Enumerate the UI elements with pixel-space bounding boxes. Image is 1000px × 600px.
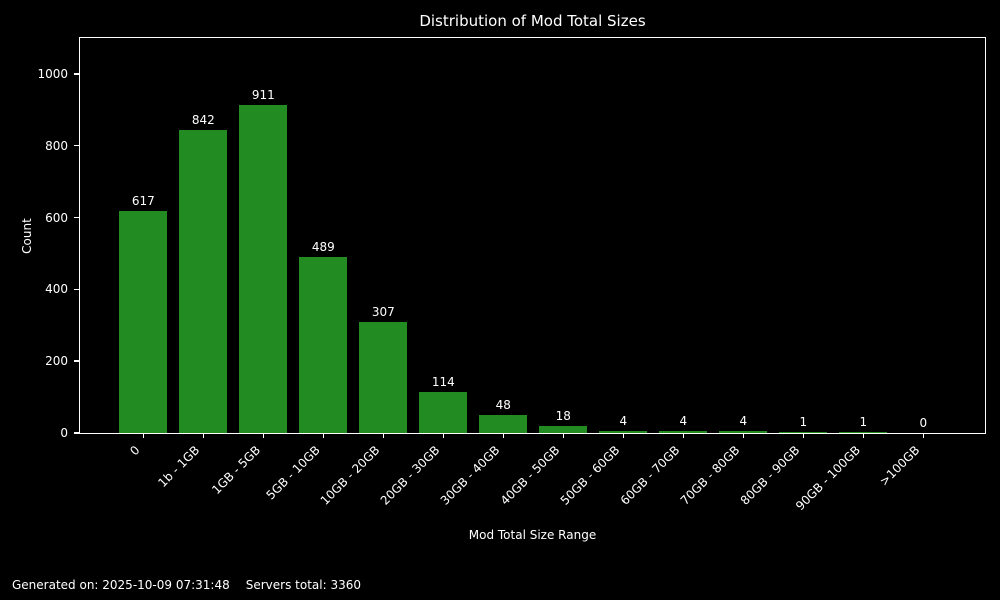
x-tick	[922, 433, 925, 438]
bar-value-label: 114	[431, 374, 455, 389]
bar	[718, 431, 767, 433]
bar-value-label: 48	[495, 398, 511, 413]
x-tick-label: 50GB - 60GB	[557, 443, 623, 508]
x-tick-label: 60GB - 70GB	[617, 443, 683, 508]
x-tick	[682, 433, 685, 438]
y-tick	[73, 432, 79, 434]
x-tick-label: 1b - 1GB	[155, 443, 203, 490]
chart-title: Distribution of Mod Total Sizes	[419, 12, 646, 30]
bar	[658, 431, 707, 433]
x-tick	[322, 433, 325, 438]
x-tick	[802, 433, 805, 438]
plot-area	[78, 36, 986, 434]
x-tick	[202, 433, 205, 438]
bar-value-label: 307	[371, 305, 395, 320]
bar-value-label: 0	[919, 415, 928, 430]
x-tick	[382, 433, 385, 438]
y-tick-label: 200	[45, 354, 68, 369]
y-tick	[73, 216, 79, 219]
x-tick	[262, 433, 265, 438]
x-tick	[142, 433, 145, 438]
x-tick	[502, 433, 505, 438]
x-tick-label: 20GB - 30GB	[377, 443, 443, 508]
x-tick	[622, 433, 625, 438]
bar-value-label: 911	[251, 88, 275, 103]
x-tick	[562, 433, 565, 438]
x-tick-label: >100GB	[877, 443, 923, 489]
x-tick-label: 70GB - 80GB	[677, 443, 743, 508]
x-tick-label: 5GB - 10GB	[263, 443, 323, 503]
footer: Generated on: 2025-10-09 07:31:48 Servers…	[12, 578, 377, 593]
generated-timestamp: Generated on: 2025-10-09 07:31:48	[12, 578, 230, 592]
x-tick-label: 90GB - 100GB	[792, 443, 863, 514]
bar	[418, 391, 467, 433]
y-tick	[73, 144, 79, 147]
bar-value-label: 617	[131, 193, 155, 208]
servers-total: Servers total: 3360	[245, 578, 361, 592]
bar	[598, 431, 647, 433]
x-axis-label: Mod Total Size Range	[468, 528, 597, 542]
bar	[238, 105, 287, 433]
bar	[178, 130, 227, 433]
bar-value-label: 842	[191, 113, 215, 128]
y-tick-label: 600	[45, 210, 68, 225]
y-tick-label: 1000	[37, 66, 68, 81]
y-tick-label: 800	[45, 138, 68, 153]
bar	[358, 322, 407, 433]
bar-value-label: 18	[555, 409, 571, 424]
bar-value-label: 1	[859, 415, 868, 430]
y-tick	[73, 73, 79, 75]
x-tick-label: 30GB - 40GB	[437, 443, 503, 508]
x-tick-label: 1GB - 5GB	[208, 443, 263, 497]
bar	[118, 210, 167, 433]
bar	[478, 415, 527, 433]
bar-value-label: 4	[739, 414, 748, 429]
bar-value-label: 4	[619, 414, 628, 429]
x-tick-label: 0	[127, 443, 143, 459]
x-tick	[742, 433, 745, 438]
x-tick-label: 10GB - 20GB	[317, 443, 383, 508]
x-tick	[442, 433, 445, 438]
bar-value-label: 489	[311, 239, 335, 254]
y-tick-label: 400	[45, 282, 68, 297]
x-tick-label: 40GB - 50GB	[497, 443, 563, 508]
bar-value-label: 1	[799, 415, 808, 430]
y-tick	[73, 360, 79, 362]
x-tick	[862, 433, 865, 438]
bar-value-label: 4	[679, 414, 688, 429]
y-tick	[73, 288, 79, 291]
bar	[538, 426, 587, 433]
y-tick-label: 0	[60, 426, 68, 440]
x-tick-label: 80GB - 90GB	[737, 443, 803, 508]
bar	[298, 256, 347, 433]
